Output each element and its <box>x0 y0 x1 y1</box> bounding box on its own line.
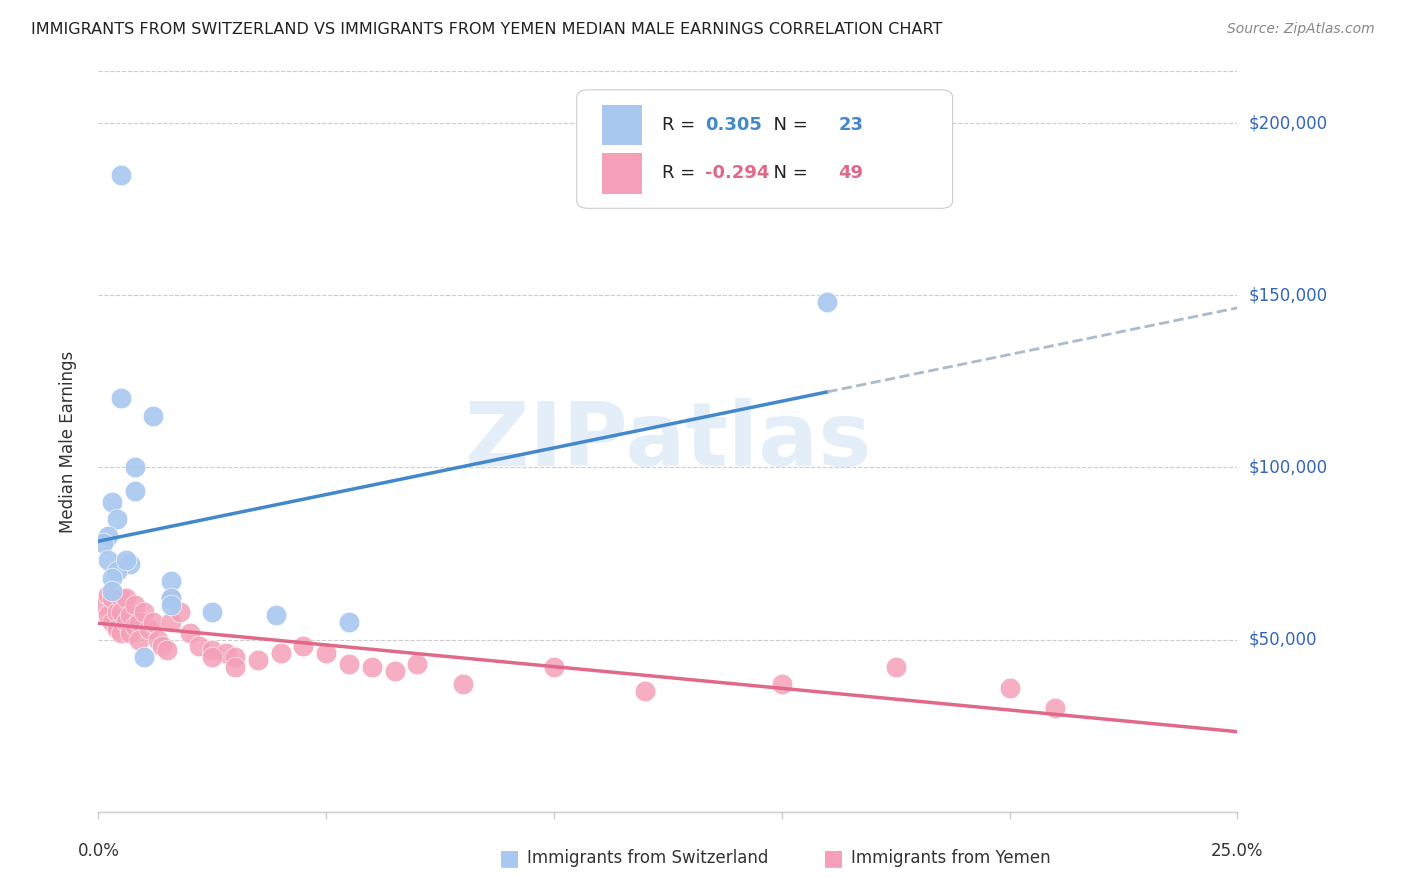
Point <box>634 684 657 698</box>
Point <box>101 570 124 584</box>
Text: $200,000: $200,000 <box>1249 114 1327 132</box>
Point <box>91 536 114 550</box>
Text: 0.0%: 0.0% <box>77 842 120 860</box>
Text: ■: ■ <box>823 848 844 868</box>
Point <box>201 643 224 657</box>
Text: ZIPatlas: ZIPatlas <box>465 398 870 485</box>
Point <box>160 591 183 606</box>
Point <box>150 640 173 654</box>
Point <box>815 295 838 310</box>
Point <box>156 643 179 657</box>
Point <box>128 615 150 630</box>
Point <box>215 646 238 660</box>
Point <box>160 615 183 630</box>
Point <box>224 649 246 664</box>
Point <box>142 615 165 630</box>
Point <box>120 608 142 623</box>
Point <box>246 653 269 667</box>
Point <box>105 622 128 636</box>
Point <box>160 598 183 612</box>
Text: ■: ■ <box>499 848 520 868</box>
Point <box>337 657 360 671</box>
Point <box>110 392 132 406</box>
Text: R =: R = <box>662 116 702 134</box>
Point <box>96 553 118 567</box>
FancyBboxPatch shape <box>602 104 641 145</box>
Point <box>124 598 146 612</box>
Point <box>132 605 155 619</box>
Text: 25.0%: 25.0% <box>1211 842 1264 860</box>
FancyBboxPatch shape <box>602 153 641 194</box>
Point <box>120 625 142 640</box>
Point <box>96 608 118 623</box>
Point <box>264 608 287 623</box>
Point <box>110 591 132 606</box>
Point <box>292 640 315 654</box>
Text: Immigrants from Switzerland: Immigrants from Switzerland <box>527 849 769 867</box>
Point <box>120 557 142 571</box>
Point <box>110 168 132 182</box>
Y-axis label: Median Male Earnings: Median Male Earnings <box>59 351 77 533</box>
Point <box>114 553 136 567</box>
Point <box>337 615 360 630</box>
Point <box>114 591 136 606</box>
Text: 0.305: 0.305 <box>706 116 762 134</box>
Text: R =: R = <box>662 164 702 182</box>
Point <box>96 588 118 602</box>
Point <box>91 598 114 612</box>
Point <box>160 574 183 588</box>
Point <box>124 484 146 499</box>
Point <box>101 591 124 606</box>
Text: $150,000: $150,000 <box>1249 286 1327 304</box>
Text: 49: 49 <box>839 164 863 182</box>
Text: N =: N = <box>762 116 814 134</box>
Point <box>224 660 246 674</box>
Point <box>770 677 793 691</box>
Point <box>96 529 118 543</box>
Point <box>146 632 169 647</box>
Point <box>179 625 201 640</box>
Text: -0.294: -0.294 <box>706 164 770 182</box>
Point <box>315 646 337 660</box>
Text: N =: N = <box>762 164 814 182</box>
Point <box>384 664 406 678</box>
Point <box>1043 701 1066 715</box>
Point <box>105 605 128 619</box>
Text: 23: 23 <box>839 116 863 134</box>
Point <box>124 619 146 633</box>
Point <box>142 409 165 423</box>
Text: $100,000: $100,000 <box>1249 458 1327 476</box>
Point <box>406 657 429 671</box>
Point <box>169 605 191 619</box>
Point <box>101 495 124 509</box>
Point <box>451 677 474 691</box>
Point <box>360 660 382 674</box>
Text: Source: ZipAtlas.com: Source: ZipAtlas.com <box>1227 22 1375 37</box>
Point <box>110 625 132 640</box>
Point <box>110 605 132 619</box>
FancyBboxPatch shape <box>576 90 953 209</box>
Point <box>160 591 183 606</box>
Text: Immigrants from Yemen: Immigrants from Yemen <box>851 849 1050 867</box>
Point <box>201 649 224 664</box>
Point <box>105 564 128 578</box>
Point <box>128 632 150 647</box>
Point <box>201 605 224 619</box>
Point <box>543 660 565 674</box>
Point <box>105 512 128 526</box>
Point <box>114 615 136 630</box>
Point <box>270 646 292 660</box>
Point <box>101 584 124 599</box>
Point <box>138 622 160 636</box>
Text: IMMIGRANTS FROM SWITZERLAND VS IMMIGRANTS FROM YEMEN MEDIAN MALE EARNINGS CORREL: IMMIGRANTS FROM SWITZERLAND VS IMMIGRANT… <box>31 22 942 37</box>
Point <box>101 615 124 630</box>
Point <box>187 640 209 654</box>
Point <box>124 460 146 475</box>
Point <box>884 660 907 674</box>
Text: $50,000: $50,000 <box>1249 631 1317 648</box>
Point <box>998 681 1021 695</box>
Point <box>132 649 155 664</box>
